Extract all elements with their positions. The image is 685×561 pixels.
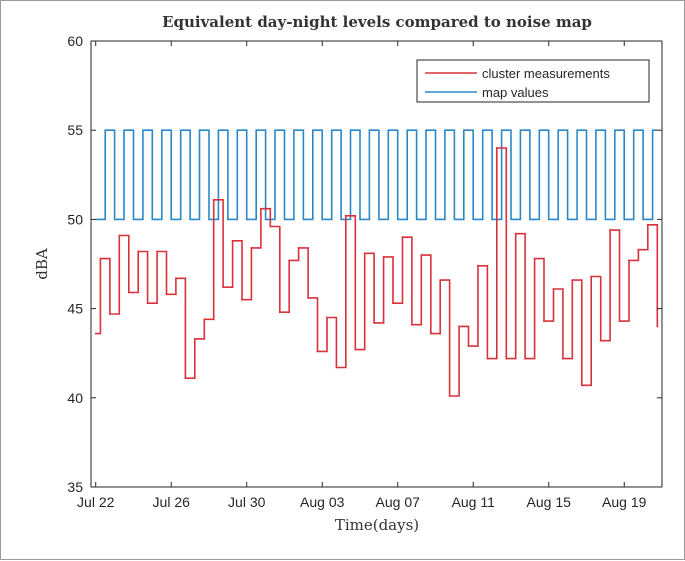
y-tick-label-40: 40 — [67, 390, 83, 406]
cluster-point-23 — [307, 297, 309, 299]
cluster-point-50 — [562, 357, 564, 360]
x-axis: Jul 22 Jul 26 Jul 30 Aug 03 Aug 07 Aug 11 Aug … — [77, 41, 647, 510]
cluster-point-14 — [222, 286, 225, 289]
cluster-point-13 — [212, 198, 215, 201]
cluster-point-5 — [137, 250, 140, 253]
cluster-point-7 — [156, 250, 159, 253]
cluster-point-40 — [467, 345, 470, 347]
x-tick-label-0: Jul 22 — [77, 494, 115, 510]
cluster-point-46 — [524, 357, 526, 360]
series-cluster-measurements — [95, 147, 659, 397]
cluster-point-49 — [552, 288, 555, 290]
cluster-point-1 — [99, 257, 102, 260]
x-tick-label-7: Aug 19 — [602, 494, 647, 510]
cluster-point-35 — [420, 254, 423, 256]
cluster-point-58 — [637, 248, 640, 251]
cluster-point-6 — [146, 302, 149, 305]
cluster-point-3 — [118, 234, 121, 237]
series-map-values — [95, 129, 658, 221]
series-layer — [94, 129, 659, 397]
legend: cluster measurements map values — [416, 59, 650, 103]
y-tick-label-35: 35 — [67, 479, 83, 495]
cluster-point-38 — [448, 395, 451, 397]
cluster-point-44 — [505, 357, 508, 360]
cluster-point-4 — [127, 291, 130, 294]
x-tick-label-2: Jul 30 — [228, 494, 266, 510]
cluster-point-15 — [231, 239, 234, 242]
cluster-point-28 — [354, 348, 357, 351]
cluster-point-21 — [288, 259, 291, 262]
cluster-point-26 — [335, 366, 338, 369]
cluster-point-27 — [344, 214, 347, 217]
cluster-point-19 — [269, 225, 272, 228]
cluster-point-53 — [590, 275, 593, 278]
y-axis: 35 40 45 50 55 60 — [67, 33, 662, 495]
cluster-point-9 — [175, 277, 177, 280]
cluster-point-16 — [241, 298, 243, 301]
legend-box — [416, 59, 650, 103]
cluster-point-8 — [165, 293, 168, 296]
cluster-point-48 — [543, 320, 545, 322]
cluster-point-56 — [618, 320, 621, 322]
y-axis-label: dBA — [33, 248, 51, 280]
cluster-point-32 — [392, 302, 394, 305]
y-tick-label-60: 60 — [67, 33, 83, 49]
cluster-point-57 — [628, 259, 630, 262]
legend-label-map: map values — [482, 85, 549, 100]
cluster-point-31 — [382, 256, 385, 258]
y-tick-label-55: 55 — [67, 122, 83, 138]
cluster-point-30 — [373, 322, 375, 324]
legend-label-cluster: cluster measurements — [482, 66, 610, 81]
cluster-point-52 — [580, 384, 583, 387]
cluster-point-43 — [495, 147, 498, 149]
cluster-point-41 — [477, 264, 479, 267]
x-tick-label-6: Aug 15 — [527, 494, 572, 510]
cluster-point-54 — [599, 339, 602, 342]
cluster-point-12 — [203, 318, 206, 321]
chart-title: Equivalent day-night levels compared to … — [162, 13, 592, 31]
cluster-point-17 — [250, 247, 253, 249]
cluster-point-2 — [109, 313, 111, 315]
x-tick-label-1: Jul 26 — [153, 494, 191, 510]
cluster-point-60 — [656, 325, 659, 328]
cluster-point-11 — [193, 338, 196, 340]
cluster-point-10 — [184, 377, 187, 380]
cluster-point-55 — [609, 229, 611, 232]
cluster-point-18 — [260, 207, 262, 210]
x-tick-label-3: Aug 03 — [300, 494, 345, 510]
cluster-point-20 — [278, 311, 281, 314]
cluster-point-59 — [646, 223, 649, 226]
cluster-point-24 — [316, 350, 319, 353]
y-tick-label-45: 45 — [67, 301, 83, 317]
cluster-point-0 — [94, 332, 97, 335]
cluster-point-34 — [411, 323, 413, 326]
cluster-point-37 — [439, 279, 442, 281]
cluster-point-42 — [486, 357, 489, 360]
cluster-point-39 — [458, 325, 460, 328]
plot-area — [90, 40, 663, 488]
cluster-point-29 — [363, 252, 366, 255]
cluster-point-22 — [297, 247, 300, 249]
x-tick-label-5: Aug 11 — [452, 494, 496, 510]
x-tick-label-4: Aug 07 — [376, 494, 421, 510]
cluster-point-25 — [326, 316, 328, 319]
cluster-point-45 — [514, 232, 517, 235]
cluster-point-33 — [401, 236, 404, 239]
y-tick-label-50: 50 — [67, 211, 83, 227]
cluster-point-36 — [429, 332, 432, 335]
x-axis-label: Time(days) — [335, 516, 419, 534]
cluster-point-51 — [571, 279, 574, 281]
cluster-point-47 — [533, 257, 536, 260]
